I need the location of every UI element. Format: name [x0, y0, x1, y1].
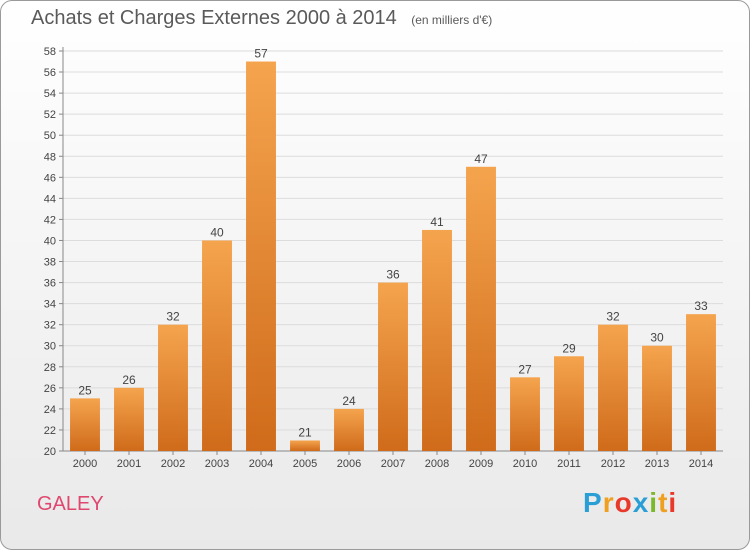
chart-title: Achats et Charges Externes 2000 à 2014 (… — [31, 7, 492, 30]
data-label: 32 — [606, 310, 620, 324]
y-tick-label: 48 — [44, 151, 56, 163]
data-label: 24 — [342, 394, 356, 408]
x-tick-label: 2006 — [337, 458, 361, 470]
bar — [598, 324, 628, 451]
commune-name: GALEY — [37, 493, 104, 515]
bar — [70, 398, 100, 451]
data-label: 57 — [254, 47, 268, 61]
x-tick-label: 2004 — [249, 458, 273, 470]
chart-title-main: Achats et Charges Externes 2000 à 2014 — [31, 7, 397, 29]
x-tick-label: 2003 — [205, 458, 229, 470]
bar — [510, 377, 540, 451]
x-tick-label: 2013 — [645, 458, 669, 470]
x-tick-label: 2001 — [117, 458, 141, 470]
x-tick-label: 2011 — [557, 458, 581, 470]
data-label: 27 — [518, 362, 532, 376]
y-tick-label: 58 — [44, 46, 56, 58]
bar — [202, 240, 232, 451]
x-tick-label: 2000 — [73, 458, 97, 470]
bar — [642, 345, 672, 451]
y-tick-label: 52 — [44, 109, 56, 121]
logo-letter: P — [583, 487, 603, 518]
bars — [70, 61, 716, 452]
bar — [554, 356, 584, 451]
x-tick-label: 2008 — [425, 458, 449, 470]
data-label: 40 — [210, 225, 224, 239]
data-label: 41 — [430, 215, 444, 229]
x-tick-label: 2012 — [601, 458, 625, 470]
y-tick-label: 50 — [44, 130, 56, 142]
logo-letter: i — [649, 487, 659, 518]
x-tick-label: 2002 — [161, 458, 185, 470]
bar — [686, 314, 716, 451]
y-tick-label: 54 — [44, 88, 56, 100]
y-tick-label: 42 — [44, 214, 56, 226]
x-tick-label: 2010 — [513, 458, 537, 470]
data-label: 29 — [562, 341, 576, 355]
data-label: 47 — [474, 152, 488, 166]
x-tick-label: 2007 — [381, 458, 405, 470]
y-tick-label: 32 — [44, 320, 56, 332]
data-label: 32 — [166, 310, 180, 324]
logo-letter: o — [614, 487, 633, 518]
x-tick-label: 2005 — [293, 458, 317, 470]
y-tick-label: 22 — [44, 425, 56, 437]
logo-letter: t — [658, 487, 669, 518]
logo-letter: i — [668, 487, 678, 518]
data-label: 26 — [122, 373, 136, 387]
bar — [158, 324, 188, 451]
y-tick-label: 26 — [44, 383, 56, 395]
bar — [114, 387, 144, 451]
chart-title-unit: (en milliers d'€) — [411, 13, 493, 27]
y-tick-label: 34 — [44, 299, 56, 311]
y-tick-label: 36 — [44, 278, 56, 290]
logo-letter: x — [632, 487, 650, 518]
y-tick-label: 46 — [44, 172, 56, 184]
y-tick-label: 56 — [44, 67, 56, 79]
bar — [422, 229, 452, 451]
x-tick-label: 2009 — [469, 458, 493, 470]
y-tick-label: 24 — [44, 404, 56, 416]
bar — [334, 408, 364, 451]
x-tick-label: 2014 — [689, 458, 713, 470]
bar — [246, 61, 276, 452]
y-tick-label: 30 — [44, 341, 56, 353]
bar — [466, 166, 496, 451]
y-tick-label: 38 — [44, 257, 56, 269]
logo-letter: r — [602, 487, 615, 518]
y-tick-label: 40 — [44, 235, 56, 247]
proxiti-logo[interactable]: Proxiti — [583, 487, 677, 519]
y-tick-label: 44 — [44, 193, 56, 205]
bar — [378, 282, 408, 451]
y-tick-label: 20 — [44, 446, 56, 458]
bar — [290, 440, 320, 451]
data-label: 25 — [78, 383, 92, 397]
labels: 20 22 24 26 28 30 32 34 36 38 40 42 44 46 48 50 52 54 56 58… — [44, 46, 713, 470]
data-label: 30 — [650, 331, 664, 345]
y-tick-label: 28 — [44, 362, 56, 374]
data-label: 33 — [694, 299, 708, 313]
data-label: 36 — [386, 268, 400, 282]
data-label: 21 — [298, 425, 312, 439]
